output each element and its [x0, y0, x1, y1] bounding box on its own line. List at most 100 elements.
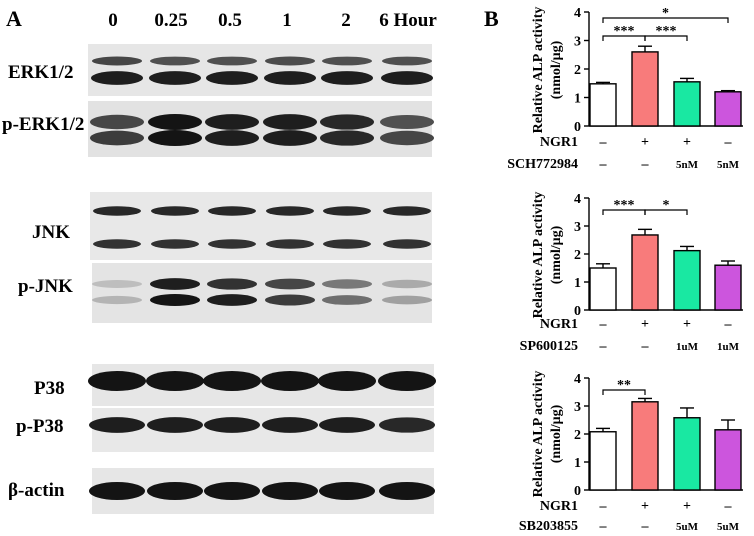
time-label: 0.25	[154, 10, 187, 31]
y-axis-label: (nmol/μg)	[549, 404, 564, 463]
blot-band	[207, 278, 257, 290]
blot-bg-jnk	[90, 192, 432, 260]
bar	[714, 264, 742, 311]
alp-bar-chart: 0 1 2 3 4 Relative ALP activity (nmol/μg) ** NGR…	[519, 371, 743, 534]
blot-band	[148, 114, 202, 130]
blot-band	[323, 206, 371, 216]
blot-bands	[88, 56, 436, 500]
blot-band	[380, 130, 434, 146]
blot-band	[89, 417, 145, 433]
significance-label: *	[663, 198, 670, 213]
blot-band	[147, 417, 203, 433]
y-tick-label: 0	[574, 120, 581, 135]
y-axis-label: Relative ALP activity	[531, 371, 546, 498]
inhibitor-row-value: 1uM	[676, 341, 699, 353]
significance-bracket	[644, 35, 688, 41]
blot-band	[203, 371, 261, 391]
time-label: 0.5	[218, 10, 242, 31]
significance-label: **	[617, 378, 631, 393]
blot-band	[380, 114, 434, 130]
y-axis-label: (nmol/μg)	[549, 225, 564, 284]
y-tick-label: 0	[574, 484, 581, 499]
ngr1-row-value: –	[724, 499, 733, 514]
ngr1-row-value: +	[683, 317, 691, 332]
significance-label: ***	[614, 198, 635, 213]
blot-band	[92, 56, 142, 66]
y-axis-label: Relative ALP activity	[531, 7, 546, 134]
blot-band	[150, 294, 200, 306]
blot-band	[90, 130, 144, 146]
blot-band	[148, 130, 202, 146]
inhibitor-row-label: SCH772984	[507, 157, 578, 172]
blot-label-pp38: p-P38	[16, 416, 64, 437]
ngr1-row-value: +	[641, 135, 649, 150]
blot-labels: ERK1/2 p-ERK1/2 JNK p-JNK P38 p-P38 β-ac…	[2, 62, 84, 501]
significance-bracket	[644, 209, 688, 215]
bar	[673, 81, 701, 127]
blot-label-p38: P38	[34, 378, 65, 399]
blot-band	[147, 482, 203, 500]
time-label: 0	[108, 10, 118, 31]
bar	[673, 249, 701, 311]
ngr1-row-label: NGR1	[540, 135, 578, 150]
blot-band	[92, 295, 142, 305]
blot-band	[262, 417, 318, 433]
blot-bg-pp38	[92, 408, 434, 452]
significance-bracket	[602, 389, 646, 395]
blot-band	[320, 130, 374, 146]
y-tick-label: 3	[574, 400, 581, 415]
blot-band	[265, 278, 315, 290]
blot-band	[90, 114, 144, 130]
y-tick-label: 2	[574, 63, 581, 78]
blot-label-pjnk: p-JNK	[18, 276, 73, 297]
y-tick-label: 3	[574, 35, 581, 50]
inhibitor-row-value: –	[641, 519, 650, 534]
bar	[714, 91, 742, 127]
inhibitor-row-value: 5uM	[676, 521, 699, 533]
blot-band	[205, 114, 259, 130]
blot-band	[150, 278, 200, 290]
ngr1-row-value: –	[724, 317, 733, 332]
ngr1-row-value: +	[683, 499, 691, 514]
significance-label: ***	[656, 24, 677, 39]
ngr1-row-value: –	[599, 135, 608, 150]
blot-band	[382, 56, 432, 66]
blot-bg-erk	[88, 44, 432, 96]
blot-band	[205, 130, 259, 146]
blot-band	[92, 280, 142, 288]
y-tick-label: 1	[574, 456, 581, 471]
blot-label-perk: p-ERK1/2	[2, 114, 84, 135]
ngr1-row-value: –	[599, 499, 608, 514]
blot-band	[93, 239, 141, 249]
bar	[631, 401, 659, 491]
blot-band	[208, 239, 256, 249]
y-axis-label: (nmol/μg)	[549, 40, 564, 99]
inhibitor-row-label: SB203855	[519, 519, 578, 534]
blot-band	[263, 114, 317, 130]
inhibitor-row-value: –	[641, 157, 650, 172]
blot-band	[88, 371, 146, 391]
significance-label: *	[662, 6, 669, 21]
blot-band	[379, 482, 435, 500]
inhibitor-row-value: 5uM	[717, 521, 740, 533]
blot-band	[381, 71, 433, 85]
ngr1-row-value: –	[599, 317, 608, 332]
time-labels: 0 0.25 0.5 1 2 6 Hour	[108, 10, 437, 31]
ngr1-row-value: +	[683, 135, 691, 150]
blot-bg-perk	[88, 101, 432, 157]
blot-band	[383, 206, 431, 216]
blot-band	[266, 239, 314, 249]
blot-band	[265, 56, 315, 66]
bar	[589, 431, 617, 491]
blot-band	[89, 482, 145, 500]
blot-bg-pjnk	[92, 263, 432, 323]
blot-band	[207, 56, 257, 66]
blot-band	[208, 206, 256, 216]
blot-band	[318, 371, 376, 391]
y-tick-label: 2	[574, 428, 581, 443]
blot-band	[320, 114, 374, 130]
blot-band	[379, 417, 435, 433]
